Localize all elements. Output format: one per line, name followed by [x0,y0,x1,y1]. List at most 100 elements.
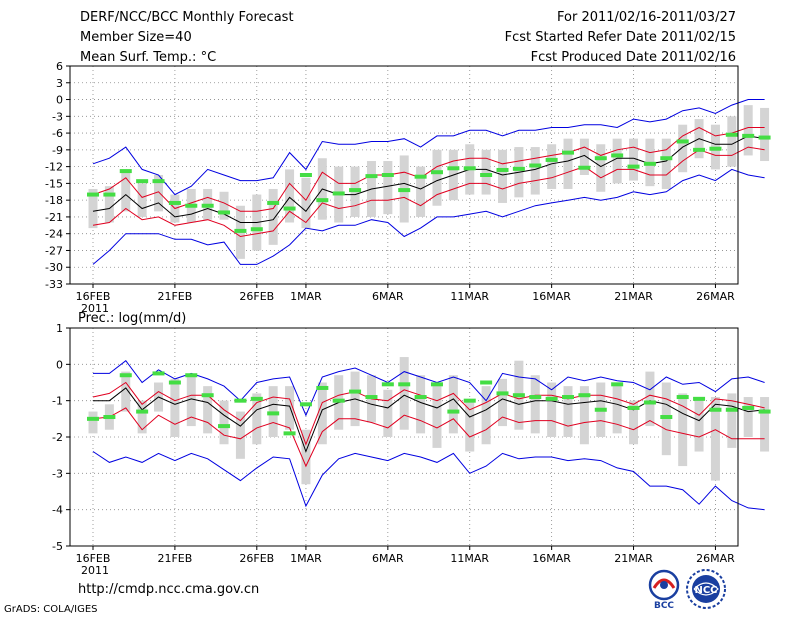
spread-box [416,166,426,217]
observation-mark [316,385,329,390]
x-tick-label: 6MAR [372,552,404,565]
observation-mark [496,391,509,396]
observation-mark [218,424,231,429]
observation-mark [693,396,706,401]
spread-box [547,144,557,189]
y-tick-label: -9 [52,144,63,157]
y-tick-label: -3 [52,467,63,480]
spread-box [219,191,229,220]
spread-box [137,183,147,217]
x-tick-label: 16MAR [532,290,571,303]
spread-box [579,138,589,175]
observation-mark [365,395,378,400]
ncc-logo-label: NCC [694,585,717,596]
spread-box [563,138,573,189]
observation-mark [430,382,443,387]
source-url[interactable]: http://cmdp.ncc.cma.gov.cn [78,582,260,597]
y-tick-label: -24 [45,228,63,241]
observation-mark [594,407,607,412]
bcc-logo: BCC [648,569,680,610]
observation-mark [545,157,558,162]
chart-panel-prec: Prec.: log(mm/d) 1 0 -1 -2 -3 -4 -5 16FEB 21FEB 26… [52,311,771,577]
spread-box [727,393,737,448]
observation-mark [250,227,263,232]
spread-box [694,397,704,452]
year-label: 2011 [81,302,109,315]
spread-box [121,172,131,212]
observation-mark [103,192,116,197]
observation-mark [463,166,476,171]
spread-box [645,371,655,427]
observation-mark [201,203,214,208]
y-tick-label: 6 [56,60,63,73]
x-tick-label: 26FEB [239,552,274,565]
spread-box [629,138,639,181]
observation-mark [185,373,198,378]
y-tick-label: 0 [56,358,63,371]
observation-mark [185,203,198,208]
spread-box [416,375,426,434]
observation-mark [234,228,247,233]
observation-mark [381,382,394,387]
x-tick-label: 11MAR [450,290,489,303]
spread-box [399,357,409,430]
ncc-logo: NCC [686,569,726,609]
spread-box [596,144,606,192]
observation-mark [529,163,542,168]
observation-mark [168,200,181,205]
series-upper-line [93,359,765,417]
observation-mark [234,398,247,403]
x-tick-label: 6MAR [372,290,404,303]
x-tick-label: 21FEB [157,290,192,303]
series-lower-line [92,168,765,265]
observation-mark [299,402,312,407]
observation-mark [168,380,181,385]
observation-mark [87,192,99,197]
observation-mark [103,415,116,420]
y-tick-label: 1 [56,322,63,335]
panel-title: Prec.: log(mm/d) [78,311,186,326]
y-tick-label: -27 [45,244,63,257]
header-left: DERF/NCC/BCC Monthly Forecast Member Siz… [80,9,294,69]
spread-box [481,149,491,195]
spread-box [186,375,196,427]
spread-box [154,175,164,212]
x-tick-label: 11MAR [450,552,489,565]
y-tick-label: -21 [45,211,63,224]
spread-box [448,375,458,434]
observation-mark [201,393,214,398]
y-tick-label: 0 [56,94,63,107]
spread-box [612,138,622,184]
refer-date: Fcst Started Refer Date 2011/02/15 [504,30,736,45]
observation-mark [562,395,575,400]
spread-box [285,386,295,430]
observation-mark [594,156,607,161]
spread-box [612,386,622,434]
header-right: For 2011/02/16-2011/03/27 Fcst Started R… [505,9,736,69]
x-tick-label: 26MAR [696,290,735,303]
x-tick-label: 26FEB [239,290,274,303]
forecast-period: For 2011/02/16-2011/03/27 [557,10,736,25]
series-upper_mid-line [92,126,765,212]
observation-mark [627,405,640,410]
spread-box [104,186,114,223]
observation-mark [496,167,509,172]
spread-box [727,116,737,167]
spread-box [547,382,557,437]
y-tick-label: -15 [45,177,63,190]
spread-box [88,411,98,434]
spread-box [432,386,442,448]
observation-mark [267,200,280,205]
observation-mark [430,170,443,175]
y-tick-label: -4 [52,504,63,517]
observation-mark [480,380,493,385]
spread-box [88,188,98,229]
spread-box [383,389,393,437]
y-tick-label: -12 [45,161,63,174]
observation-mark [660,415,673,420]
spread-box [137,400,147,434]
y-tick-label: -5 [52,540,63,553]
observation-mark [283,206,296,211]
observation-mark [611,153,624,158]
